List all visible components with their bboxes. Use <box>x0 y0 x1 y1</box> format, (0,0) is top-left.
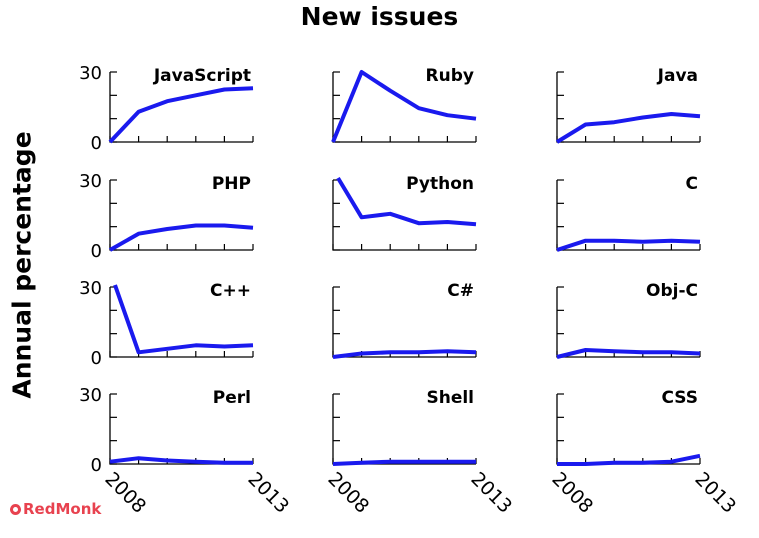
series-line-css <box>557 453 701 466</box>
panel-csharp: C# <box>332 281 477 359</box>
x-tick-label-end: 2013 <box>243 468 293 518</box>
panel-label-c: C <box>686 174 698 194</box>
y-tick-label-top: 30 <box>79 385 102 406</box>
brand-label: RedMonk <box>23 500 102 518</box>
x-tick-label-end: 2013 <box>466 468 516 518</box>
panel-php: PHP 30 0 <box>79 171 254 262</box>
panel-javascript: JavaScript 30 0 <box>79 63 254 154</box>
series-line-javascript <box>108 86 254 144</box>
panel-label-cpp: C++ <box>210 281 251 301</box>
panel-python: Python <box>332 174 477 251</box>
panel-label-javascript: JavaScript <box>153 66 251 86</box>
y-tick-label-zero: 0 <box>91 241 102 262</box>
panel-shell: Shell 2008 2013 <box>323 388 516 518</box>
panel-label-shell: Shell <box>426 388 474 408</box>
series-line-ruby <box>331 70 477 143</box>
panel-label-css: CSS <box>661 388 698 408</box>
y-tick-label-zero: 0 <box>91 133 102 154</box>
series-line-java <box>555 112 701 144</box>
brand-logo: RedMonk <box>10 500 101 518</box>
panel-ruby: Ruby <box>331 66 477 143</box>
panel-label-obj-c: Obj-C <box>646 281 698 301</box>
panel-java: Java <box>555 66 701 144</box>
series-line-csharp <box>332 349 477 359</box>
y-tick-label-zero: 0 <box>91 455 102 476</box>
panel-cpp: C++ 30 0 <box>79 278 254 369</box>
panel-label-java: Java <box>657 66 698 86</box>
panel-label-python: Python <box>406 174 474 194</box>
x-tick-label-start: 2008 <box>100 468 150 518</box>
chart-title: New issues <box>300 2 459 31</box>
panel-label-ruby: Ruby <box>426 66 474 86</box>
y-tick-label-zero: 0 <box>91 348 102 369</box>
panel-label-csharp: C# <box>447 281 474 301</box>
redmonk-logo-icon <box>10 503 21 515</box>
x-tick-label-end: 2013 <box>690 468 740 518</box>
x-tick-label-start: 2008 <box>323 468 373 518</box>
panel-c: C <box>556 174 701 252</box>
y-tick-label-top: 30 <box>79 278 102 299</box>
y-tick-label-top: 30 <box>79 171 102 192</box>
x-tick-label-start: 2008 <box>547 468 597 518</box>
series-line-obj-c <box>556 348 701 359</box>
panel-label-perl: Perl <box>213 388 251 408</box>
series-line-cpp <box>113 284 254 355</box>
series-line-php <box>109 223 254 252</box>
series-line-python <box>336 176 477 227</box>
series-line-perl <box>109 456 253 465</box>
panel-obj-c: Obj-C <box>556 281 701 359</box>
y-tick-label-top: 30 <box>79 63 102 84</box>
series-line-c <box>556 238 701 252</box>
panel-css: CSS 2008 2013 <box>547 388 740 518</box>
series-line-shell <box>332 459 476 466</box>
panel-label-php: PHP <box>212 174 251 194</box>
